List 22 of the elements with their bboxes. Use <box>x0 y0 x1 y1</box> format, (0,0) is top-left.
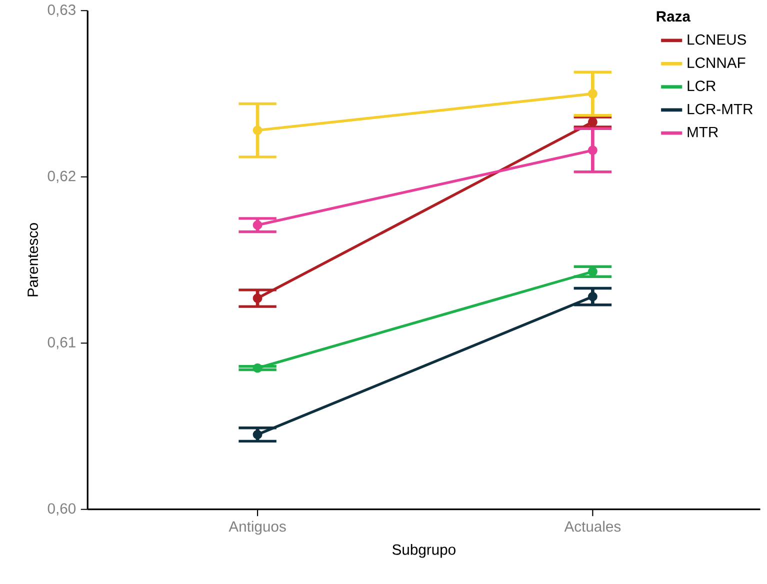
legend-label: LCNEUS <box>688 34 746 46</box>
legend-label: LCNNAF <box>688 58 746 68</box>
x-tick-label: Antiguos <box>228 521 286 535</box>
point <box>588 89 598 99</box>
x-tick-label: Actuales <box>564 521 621 532</box>
legend-label: LCR-MTR <box>688 104 753 115</box>
x-axis-title: Subgrupo <box>392 544 456 558</box>
y-tick-label: 0,62 <box>48 171 76 184</box>
point <box>588 267 598 277</box>
legend-title: Raza <box>656 12 691 22</box>
y-axis-title: Parentesco <box>28 223 38 297</box>
legend-label: LCR <box>688 80 716 92</box>
point <box>588 146 598 156</box>
y-tick-label: 0,60 <box>48 504 76 516</box>
y-tick-label: 0,61 <box>48 337 76 350</box>
point <box>252 364 262 374</box>
point <box>252 126 262 136</box>
point <box>588 118 598 127</box>
y-tick-label: 0,63 <box>48 4 76 17</box>
point <box>252 294 262 304</box>
legend-label: MTR <box>688 127 718 138</box>
point <box>588 292 598 302</box>
